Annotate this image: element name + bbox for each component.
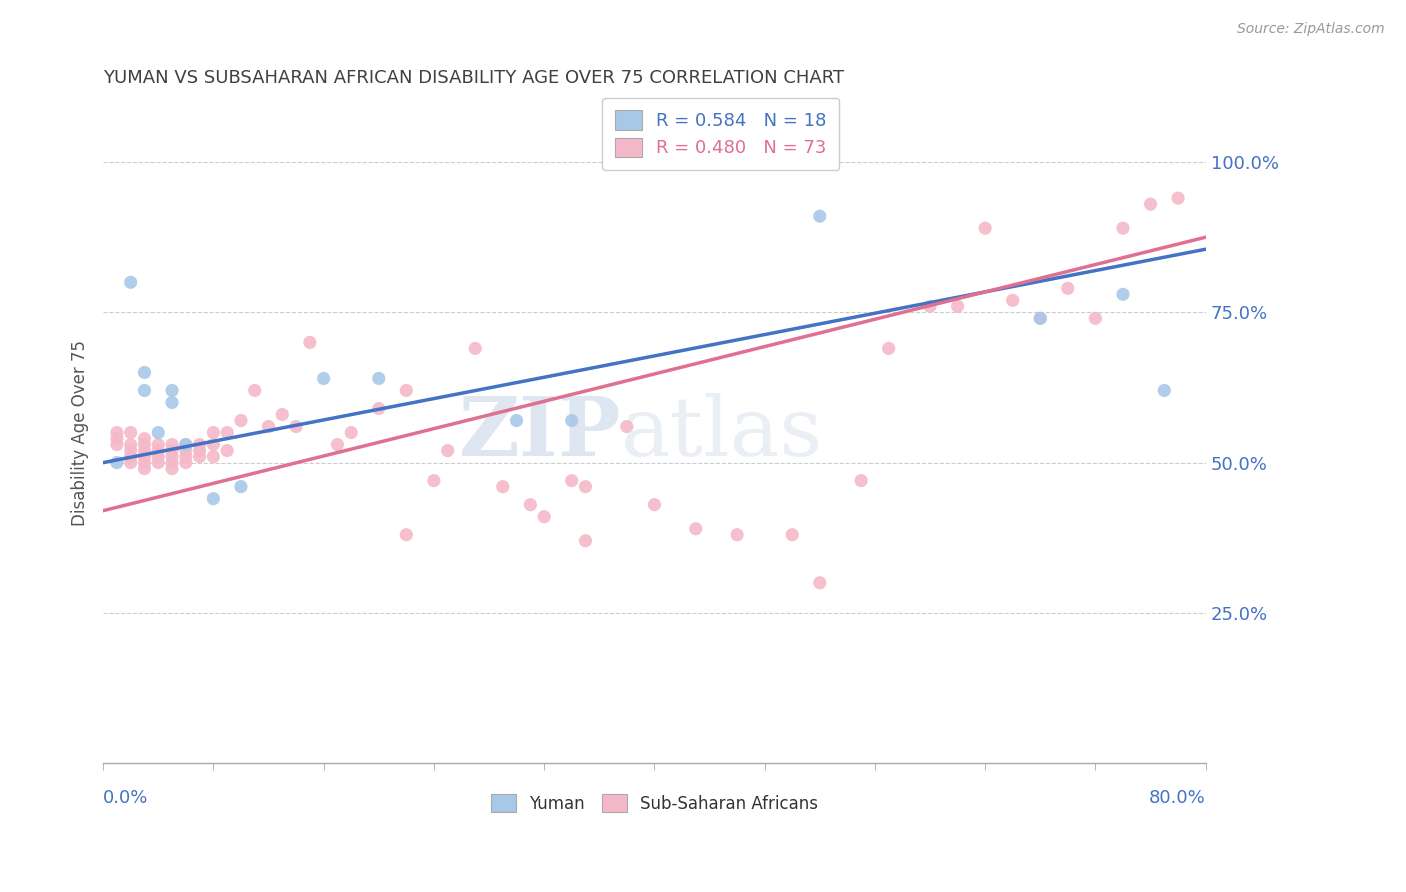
Point [148,437,170,451]
Point [340,425,363,440]
Point [436,443,458,458]
Point [202,437,225,451]
Point [160,461,183,475]
Point [1056,281,1078,295]
Point [505,413,527,427]
Point [492,480,515,494]
Point [160,437,183,451]
Point [134,443,156,458]
Point [395,527,418,541]
Point [1112,221,1135,235]
Point [188,450,211,464]
Point [202,491,225,506]
Point [1084,311,1107,326]
Point [134,450,156,464]
Point [312,371,335,385]
Point [229,480,252,494]
Point [780,527,803,541]
Point [1153,384,1175,398]
Point [174,443,197,458]
Point [1029,311,1052,326]
Point [519,498,541,512]
Point [561,413,583,427]
Point [160,443,183,458]
Point [202,425,225,440]
Point [217,443,239,458]
Point [105,425,128,440]
Point [160,395,183,409]
Point [105,456,128,470]
Point [148,443,170,458]
Point [160,456,183,470]
Point [285,419,308,434]
Point [685,522,707,536]
Point [160,384,183,398]
Point [423,474,446,488]
Point [533,509,555,524]
Point [148,450,170,464]
Point [188,443,211,458]
Point [174,450,197,464]
Point [134,366,156,380]
Point [120,425,142,440]
Point [174,456,197,470]
Point [134,432,156,446]
Point [1167,191,1189,205]
Point [464,342,486,356]
Point [367,371,389,385]
Point [134,384,156,398]
Y-axis label: Disability Age Over 75: Disability Age Over 75 [72,340,89,525]
Point [574,480,596,494]
Point [120,437,142,451]
Point [877,342,900,356]
Point [561,474,583,488]
Point [120,456,142,470]
Point [918,299,941,313]
Point [148,425,170,440]
Point [395,384,418,398]
Text: atlas: atlas [621,392,824,473]
Point [105,432,128,446]
Text: 80.0%: 80.0% [1149,789,1206,806]
Point [202,450,225,464]
Text: 0.0%: 0.0% [103,789,149,806]
Point [367,401,389,416]
Point [1112,287,1135,301]
Point [120,450,142,464]
Point [643,498,665,512]
Point [808,575,831,590]
Point [243,384,266,398]
Point [1001,293,1024,308]
Point [271,408,294,422]
Point [160,450,183,464]
Point [134,456,156,470]
Point [616,419,638,434]
Point [174,437,197,451]
Point [105,437,128,451]
Text: ZIP: ZIP [458,392,621,473]
Point [257,419,280,434]
Point [120,275,142,289]
Point [217,425,239,440]
Legend: Yuman, Sub-Saharan Africans: Yuman, Sub-Saharan Africans [482,786,827,821]
Point [849,474,872,488]
Point [134,437,156,451]
Text: Source: ZipAtlas.com: Source: ZipAtlas.com [1237,22,1385,37]
Point [574,533,596,548]
Point [188,437,211,451]
Point [298,335,321,350]
Point [946,299,969,313]
Point [1139,197,1161,211]
Point [148,456,170,470]
Point [120,443,142,458]
Point [326,437,349,451]
Point [229,413,252,427]
Point [808,209,831,223]
Text: YUMAN VS SUBSAHARAN AFRICAN DISABILITY AGE OVER 75 CORRELATION CHART: YUMAN VS SUBSAHARAN AFRICAN DISABILITY A… [103,69,844,87]
Point [174,437,197,451]
Point [1029,311,1052,326]
Point [134,461,156,475]
Point [974,221,997,235]
Point [725,527,748,541]
